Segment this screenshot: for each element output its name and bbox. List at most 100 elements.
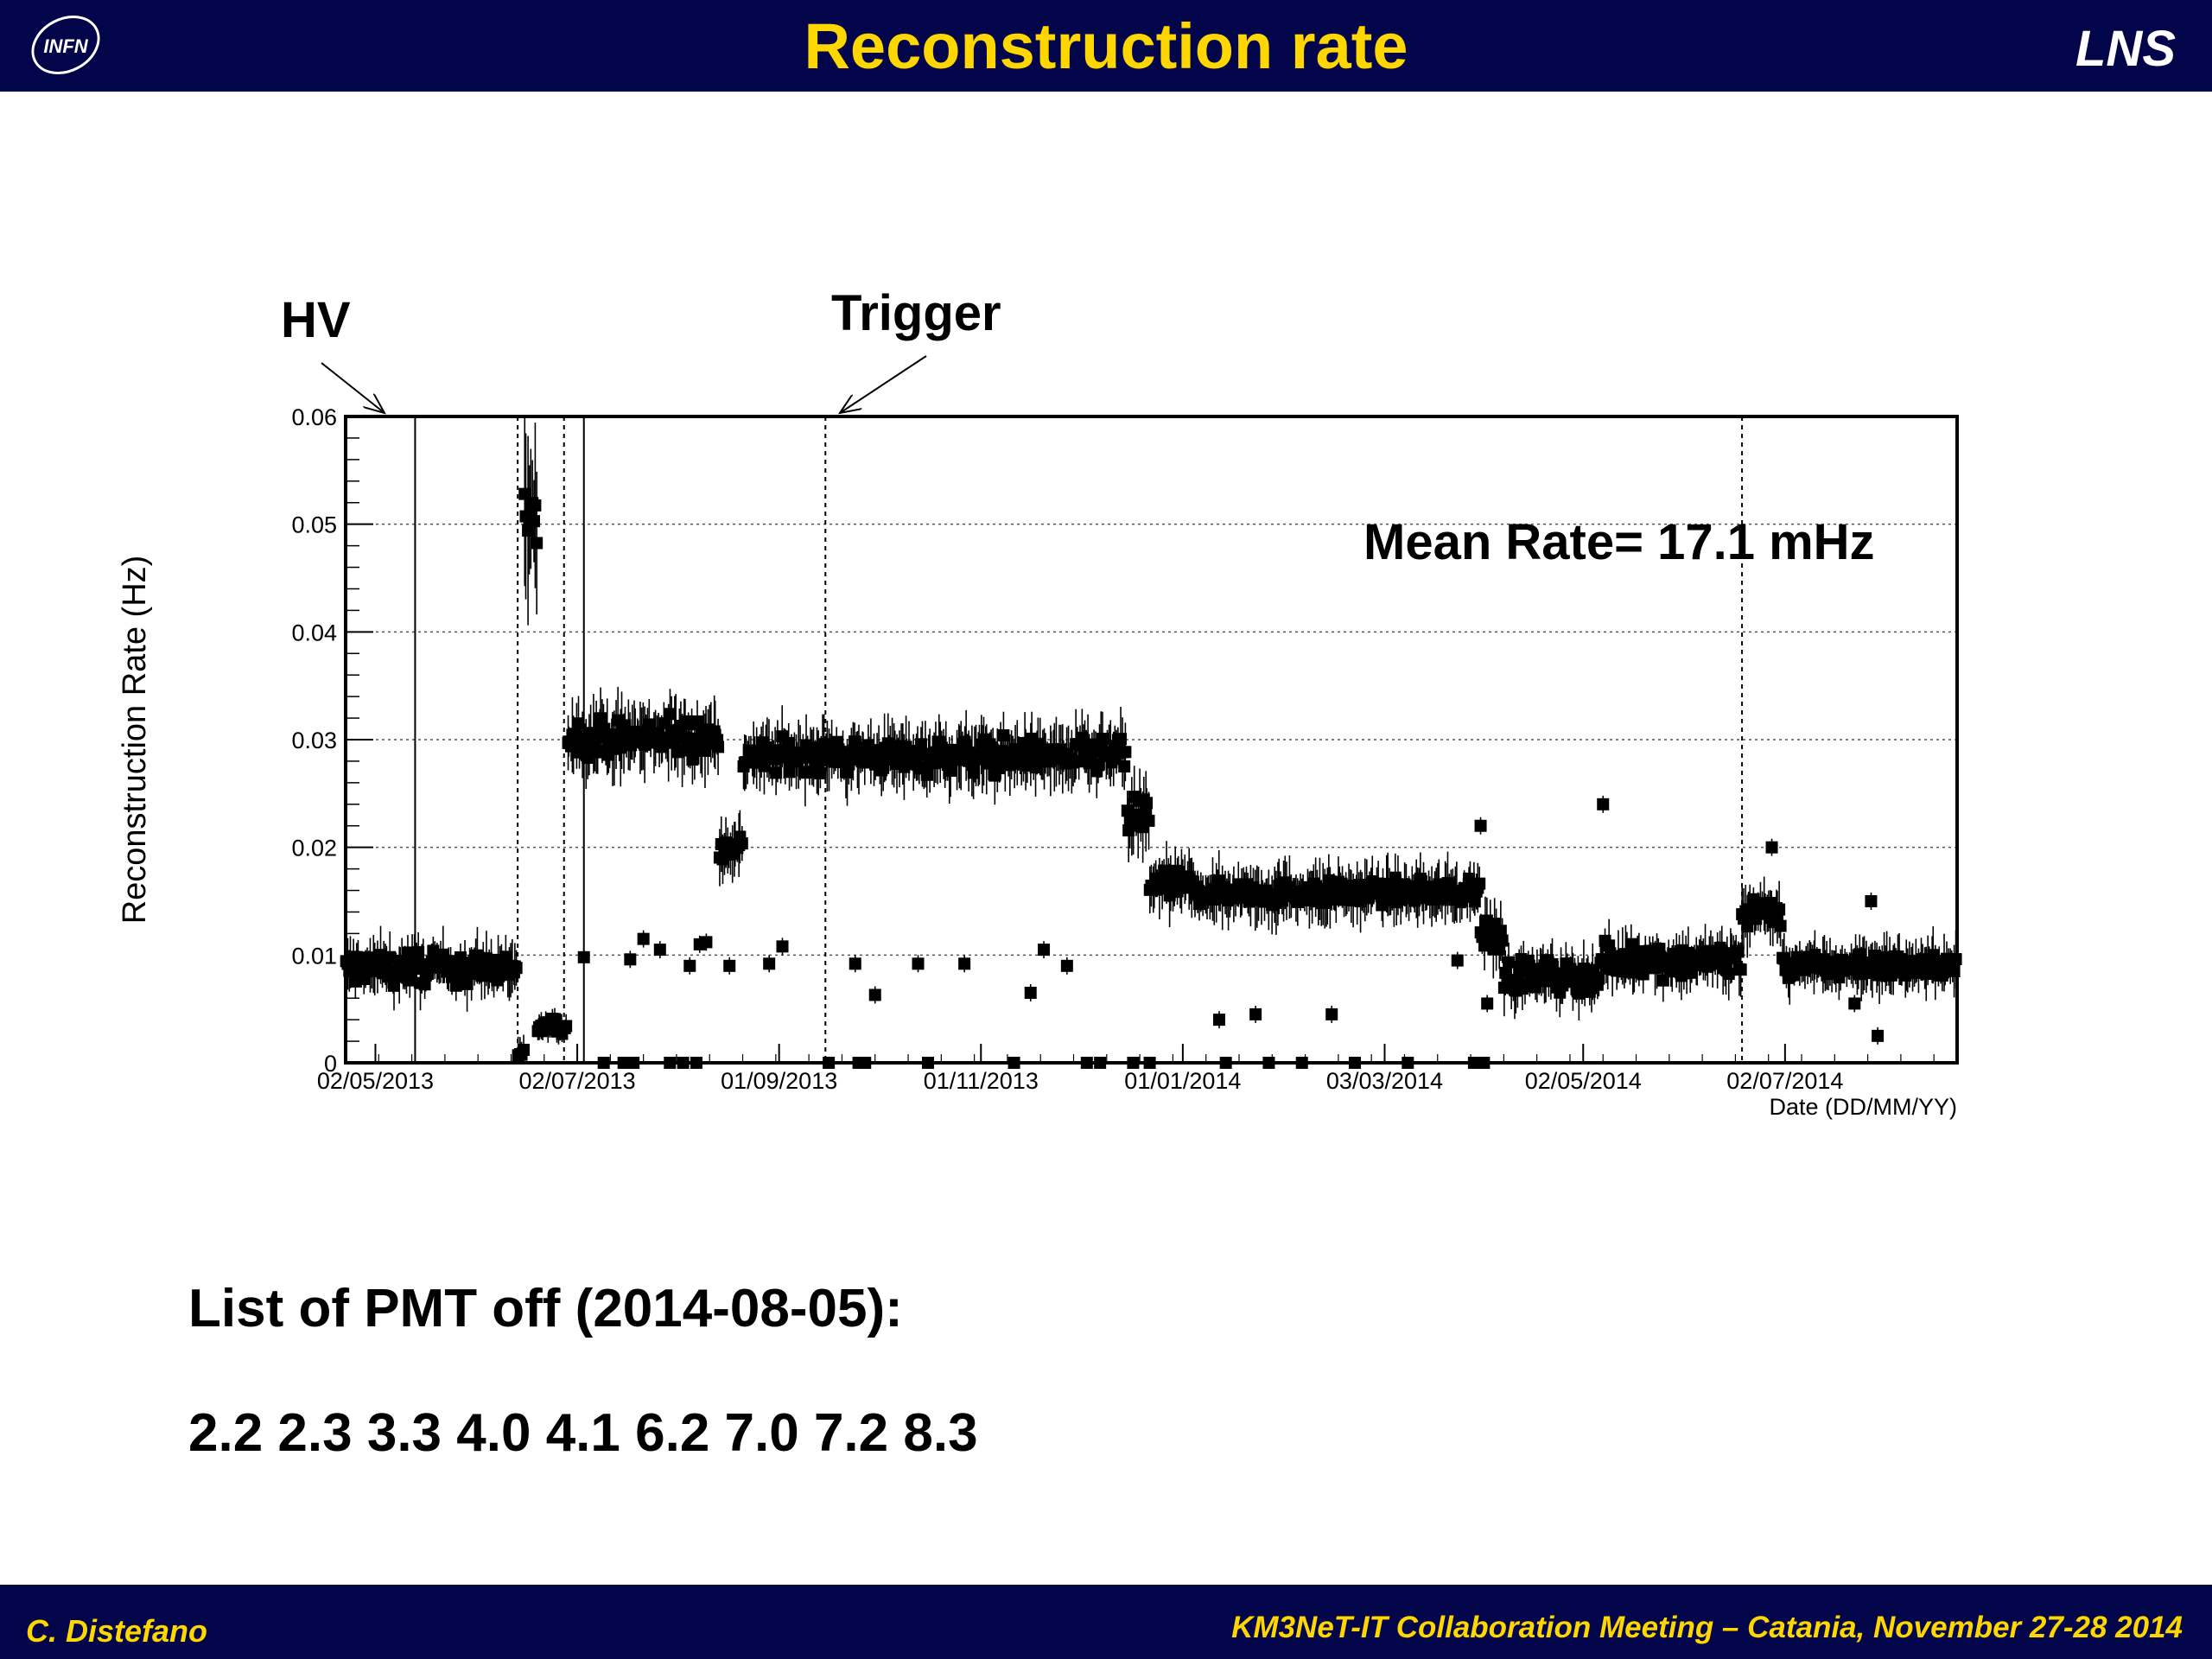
- y-tick-label: 0.04: [291, 620, 337, 645]
- data-point: [1141, 788, 1154, 818]
- marker-square: [1463, 872, 1476, 885]
- data-point: [683, 957, 696, 975]
- marker-square: [1115, 733, 1128, 746]
- marker-square: [1141, 797, 1154, 810]
- data-point: [1060, 957, 1073, 975]
- data-point: [763, 955, 776, 973]
- pmt-id: 3.3: [366, 1403, 457, 1463]
- hv-arrow: [321, 362, 385, 413]
- data-points: [340, 416, 1962, 1069]
- y-tick-label: 0: [324, 1051, 337, 1077]
- marker-square: [528, 515, 541, 528]
- data-point: [1774, 905, 1787, 947]
- data-point: [1325, 1005, 1338, 1023]
- y-axis-title: Reconstruction Rate (Hz): [117, 556, 153, 925]
- marker-square: [1142, 814, 1155, 827]
- marker-square: [1481, 997, 1494, 1010]
- trigger-arrow: [840, 355, 927, 413]
- logo-text: INFN: [43, 35, 88, 57]
- y-tick-label: 0.02: [291, 836, 337, 861]
- footer-bar: [0, 1585, 2212, 1659]
- data-point: [1496, 918, 1509, 963]
- marker-square: [529, 499, 542, 512]
- pmt-id: 2.2: [188, 1403, 278, 1463]
- trigger-annotation: Trigger: [831, 285, 1001, 341]
- data-point: [1142, 791, 1155, 850]
- data-point: [1473, 866, 1486, 901]
- marker-square: [1024, 986, 1037, 999]
- x-tick-label: 01/09/2013: [721, 1068, 837, 1094]
- marker-square: [1474, 819, 1487, 832]
- marker-square: [624, 953, 637, 966]
- data-point: [560, 1014, 573, 1039]
- data-point: [1249, 1005, 1262, 1023]
- data-point: [1848, 995, 1861, 1013]
- data-point: [1865, 893, 1878, 910]
- data-point: [1451, 951, 1464, 969]
- marker-square: [700, 936, 713, 949]
- marker-square: [712, 741, 725, 753]
- pmt-id: 4.0: [456, 1403, 546, 1463]
- marker-square: [868, 988, 881, 1001]
- data-point: [1597, 795, 1610, 813]
- marker-square: [1774, 919, 1787, 932]
- slide-title: Reconstruction rate: [804, 10, 1408, 82]
- pmt-id: 4.1: [545, 1403, 636, 1463]
- data-point: [653, 941, 666, 959]
- pmt-id: 8.3: [903, 1403, 978, 1463]
- marker-square: [1451, 954, 1464, 967]
- data-point: [1481, 995, 1494, 1013]
- marker-square: [1038, 944, 1051, 957]
- marker-square: [944, 764, 957, 777]
- x-tick-label: 01/01/2014: [1124, 1068, 1241, 1094]
- marker-square: [997, 729, 1010, 742]
- marker-square: [1249, 1007, 1262, 1020]
- data-point: [510, 950, 523, 986]
- org-badge: LNS: [2075, 21, 2176, 77]
- marker-square: [1848, 997, 1861, 1010]
- marker-square: [912, 957, 925, 970]
- author-name: C. Distefano: [26, 1613, 208, 1649]
- marker-square: [1473, 877, 1486, 890]
- pmt-off-heading: List of PMT off (2014-08-05):: [188, 1279, 903, 1338]
- x-axis-title: Date (DD/MM/YY): [1769, 1094, 1957, 1120]
- marker-square: [531, 537, 543, 550]
- pmt-id: 7.2: [813, 1403, 904, 1463]
- meeting-info: KM3NeT-IT Collaboration Meeting – Catani…: [1231, 1611, 2183, 1644]
- marker-square: [1872, 1029, 1885, 1042]
- x-tick-label: 01/11/2013: [924, 1068, 1039, 1094]
- marker-square: [1597, 798, 1610, 810]
- pmt-id: 2.3: [277, 1403, 367, 1463]
- marker-square: [1503, 956, 1516, 969]
- data-point: [529, 423, 542, 588]
- data-point: [1474, 817, 1487, 835]
- data-point: [712, 718, 725, 776]
- data-point: [1734, 942, 1747, 997]
- data-point: [868, 986, 881, 1004]
- pmt-id: 7.0: [724, 1403, 814, 1463]
- marker-square: [1494, 925, 1507, 938]
- marker-square: [723, 959, 736, 972]
- marker-square: [1868, 950, 1881, 963]
- x-tick-label: 02/07/2014: [1726, 1068, 1843, 1094]
- data-point: [700, 933, 713, 951]
- marker-square: [1773, 903, 1786, 916]
- data-point: [1119, 722, 1132, 782]
- data-point: [1115, 706, 1128, 772]
- x-tick-label: 02/05/2013: [317, 1068, 434, 1094]
- marker-square: [1656, 974, 1669, 987]
- marker-square: [1060, 959, 1073, 972]
- y-tick-label: 0.03: [291, 728, 337, 753]
- marker-square: [664, 708, 677, 721]
- marker-square: [683, 959, 696, 972]
- hv-annotation: HV: [281, 292, 351, 348]
- marker-square: [510, 962, 523, 975]
- marker-square: [1325, 1007, 1338, 1020]
- marker-square: [518, 1043, 531, 1056]
- data-point: [577, 948, 590, 966]
- x-tick-label: 03/03/2014: [1326, 1068, 1443, 1094]
- data-point: [624, 950, 637, 969]
- x-tick-label: 02/05/2014: [1525, 1068, 1642, 1094]
- marker-square: [776, 940, 789, 953]
